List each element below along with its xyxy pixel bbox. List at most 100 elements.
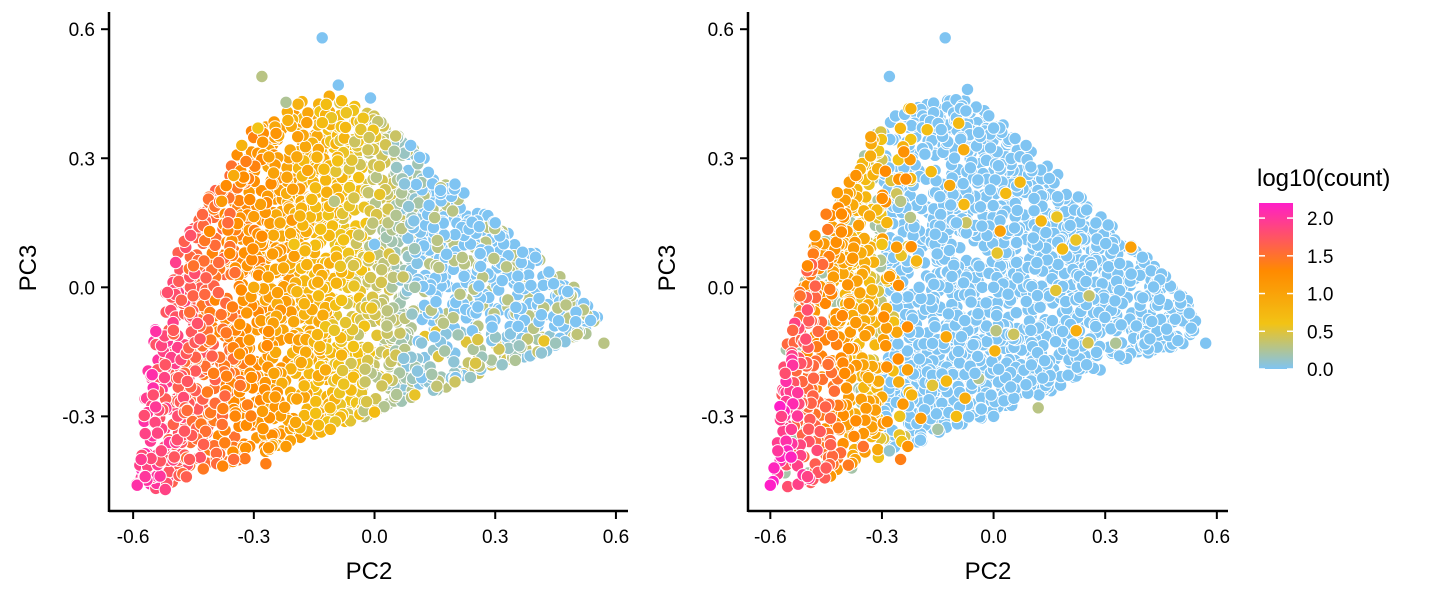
cloud-point xyxy=(188,364,203,378)
data-point xyxy=(166,323,181,337)
cloud-point xyxy=(1050,190,1065,204)
cloud-point xyxy=(323,401,337,415)
cloud-point xyxy=(243,192,257,207)
cloud-point xyxy=(1009,235,1024,250)
data-point xyxy=(793,289,807,303)
cloud-point xyxy=(821,357,835,372)
cloud-point xyxy=(294,355,308,370)
cloud-point xyxy=(361,143,375,157)
legend-tick-label: 0.0 xyxy=(1307,360,1333,381)
cloud-point xyxy=(233,317,247,331)
data-point xyxy=(251,121,265,135)
cloud-point xyxy=(315,116,329,130)
data-point xyxy=(819,207,833,221)
cloud-point xyxy=(891,352,905,366)
cloud-point xyxy=(1079,274,1093,289)
cloud-point xyxy=(150,426,165,440)
cloud-point xyxy=(889,240,904,254)
cloud-point xyxy=(975,219,989,233)
cloud-point xyxy=(958,313,972,328)
cloud-point xyxy=(247,209,261,224)
x-tick-label: -0.3 xyxy=(866,527,899,548)
right-scatter-panel: -0.6 -0.3 0.0 0.3 0.6 -0.30.00.30.6 PC2 PC3 xyxy=(654,12,1230,585)
cloud-point xyxy=(890,291,904,305)
cloud-point xyxy=(311,289,326,303)
cloud-point xyxy=(195,207,210,222)
cloud-point xyxy=(989,308,1004,323)
cloud-point xyxy=(847,429,861,444)
cloud-point xyxy=(958,391,972,405)
cloud-point xyxy=(168,255,183,270)
cloud-point xyxy=(897,145,911,159)
y-tick-label: 0.0 xyxy=(69,278,95,299)
cloud-point xyxy=(214,307,228,322)
cloud-point xyxy=(928,320,942,334)
cloud-point xyxy=(339,106,353,120)
cloud-point xyxy=(823,411,838,425)
data-point xyxy=(1024,160,1038,174)
cloud-point xyxy=(366,216,380,230)
cloud-point xyxy=(358,362,372,376)
cloud-point xyxy=(1030,288,1045,303)
cloud-point xyxy=(896,397,910,411)
cloud-point xyxy=(1124,240,1138,254)
cloud-point xyxy=(512,339,526,353)
right-point-cloud xyxy=(766,93,1203,494)
cloud-point xyxy=(1050,210,1064,224)
cloud-point xyxy=(512,281,526,295)
legend-tick-label: 1.0 xyxy=(1307,285,1333,306)
cloud-point xyxy=(834,225,849,239)
data-point xyxy=(247,280,261,294)
cloud-point xyxy=(372,159,387,173)
cloud-point xyxy=(291,130,305,144)
cloud-point xyxy=(430,379,444,393)
data-point xyxy=(404,138,418,153)
data-point xyxy=(134,452,148,467)
cloud-point xyxy=(849,315,863,330)
cloud-point xyxy=(900,363,915,377)
cloud-point xyxy=(899,172,913,186)
cloud-point xyxy=(301,163,315,178)
data-point xyxy=(893,194,908,209)
data-point xyxy=(986,409,1001,424)
right-data-points xyxy=(763,31,1213,492)
cloud-point xyxy=(255,229,269,243)
cloud-point xyxy=(1108,294,1122,308)
cloud-point xyxy=(825,328,840,343)
cloud-point xyxy=(1063,218,1077,233)
cloud-point xyxy=(1004,380,1018,394)
cloud-point xyxy=(233,347,247,361)
data-point xyxy=(938,31,952,45)
cloud-point xyxy=(930,247,944,261)
cloud-point xyxy=(290,150,304,164)
cloud-point xyxy=(982,109,996,123)
data-point xyxy=(331,78,345,92)
cloud-point xyxy=(344,356,358,371)
data-point xyxy=(1199,336,1213,350)
cloud-point xyxy=(359,395,374,409)
data-point xyxy=(778,366,792,380)
cloud-point xyxy=(407,242,422,256)
cloud-point xyxy=(485,320,499,334)
cloud-point xyxy=(983,141,998,155)
cloud-point xyxy=(256,421,270,436)
cloud-point xyxy=(882,269,897,284)
cloud-point xyxy=(956,176,970,191)
cloud-point xyxy=(293,209,307,223)
cloud-point xyxy=(369,170,383,185)
cloud-point xyxy=(346,258,361,273)
cloud-point xyxy=(199,271,213,285)
cloud-point xyxy=(865,283,879,297)
data-point xyxy=(287,237,301,252)
y-tick-label: 0.3 xyxy=(69,149,95,170)
cloud-point xyxy=(1045,313,1060,328)
cloud-point xyxy=(499,260,514,274)
cloud-point xyxy=(389,208,403,223)
x-tick-label: 0.0 xyxy=(361,527,387,548)
cloud-point xyxy=(219,326,233,340)
cloud-point xyxy=(471,300,485,314)
cloud-point xyxy=(852,218,866,233)
data-point xyxy=(905,388,919,402)
cloud-point xyxy=(877,310,891,324)
cloud-point xyxy=(374,275,388,289)
